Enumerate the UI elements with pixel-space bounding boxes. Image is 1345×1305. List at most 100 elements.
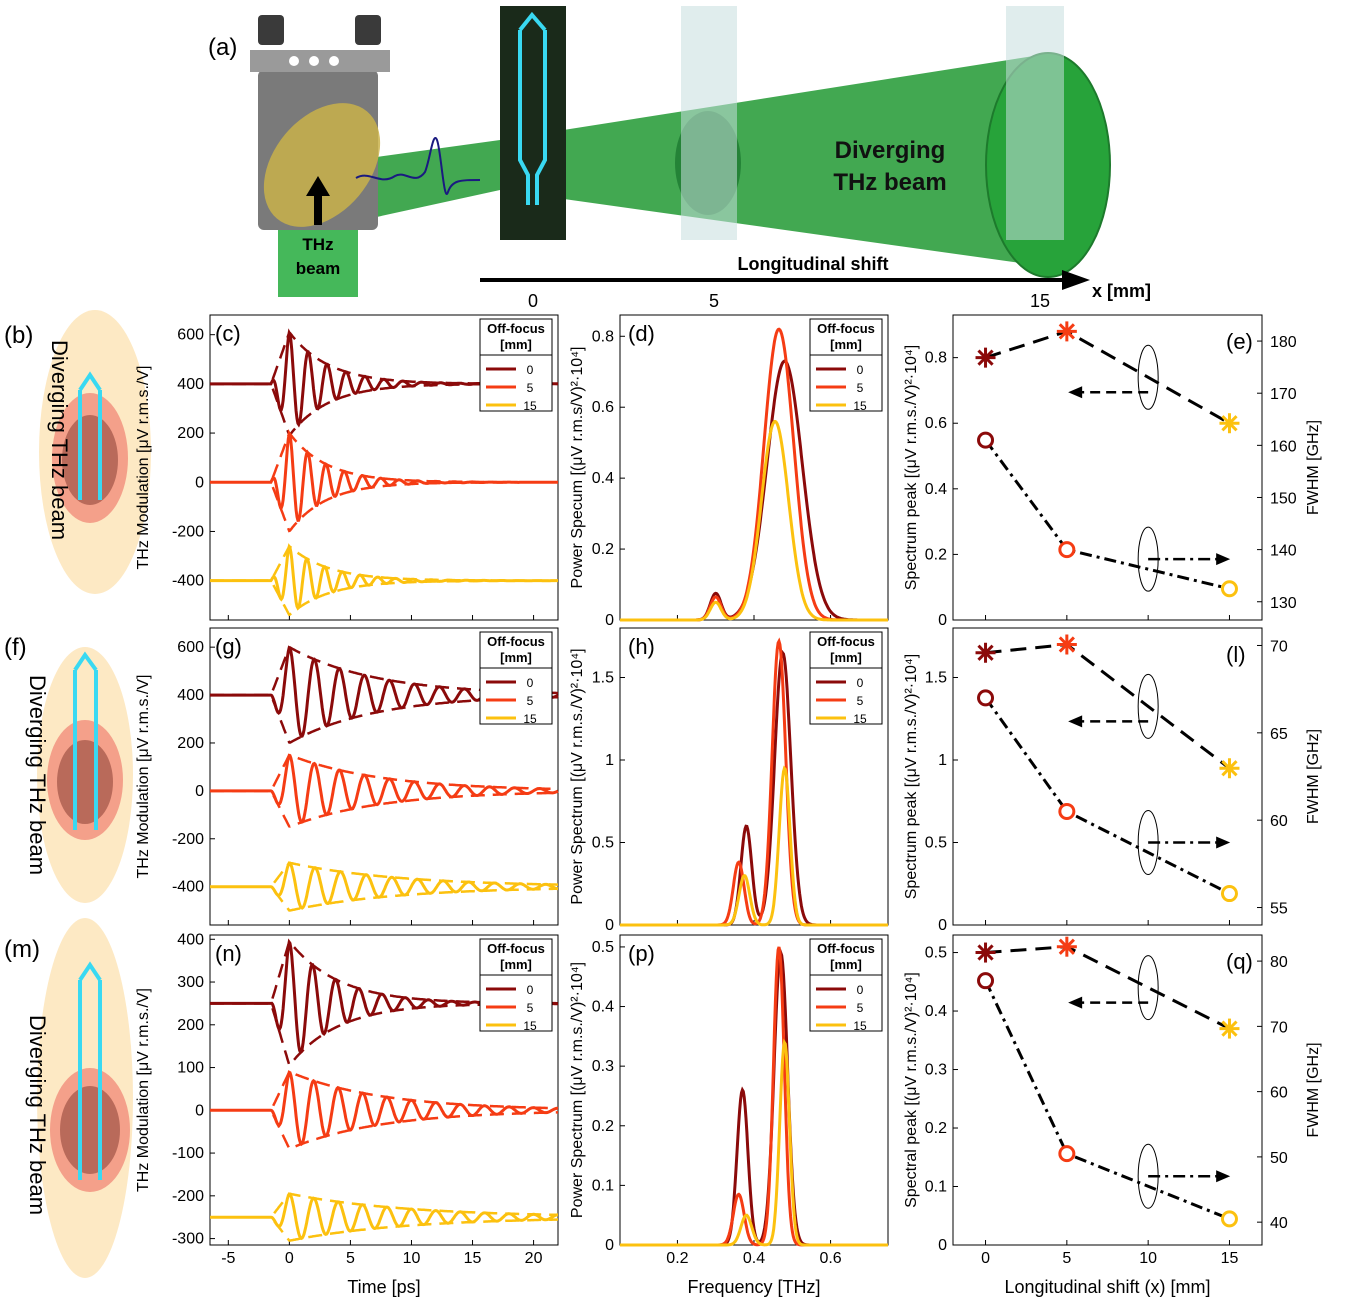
y-tick-label: 0.2 — [925, 1120, 947, 1137]
side-illustrations: (b) Diverging THz beam (f) Diverging THz… — [4, 310, 151, 1278]
y2-tick-label: 70 — [1270, 638, 1288, 655]
envelope-lower-5 — [210, 481, 558, 533]
panel-label: (c) — [215, 321, 241, 346]
y-tick-label: 0 — [938, 612, 947, 629]
peak-line — [985, 945, 1231, 1030]
chip-at-focus — [500, 6, 566, 240]
envelope-lower-15 — [210, 1215, 558, 1242]
envelope-lower-0 — [210, 693, 559, 744]
y2-axis-title: FWHM [GHz] — [1305, 1042, 1322, 1137]
y-tick-label: 0 — [605, 1237, 614, 1254]
panel-label: (q) — [1226, 949, 1253, 974]
y-axis-title: Spectrum peak [(μV r.m.s./V)²·10⁴] — [903, 654, 920, 900]
y2-tick-label: 60 — [1270, 813, 1288, 830]
time-trace-5 — [210, 429, 558, 522]
x-tick-label: 15 — [1221, 1250, 1239, 1267]
panel-label: (n) — [215, 941, 242, 966]
x-tick-label: 20 — [525, 1250, 543, 1267]
legend-title-unit: [mm] — [500, 337, 532, 352]
y-tick-label: 200 — [177, 735, 204, 752]
asterisk-stroke — [977, 349, 994, 366]
panel-label: (d) — [628, 321, 655, 346]
y2-tick-label: 160 — [1270, 438, 1297, 455]
y-tick-label: 400 — [177, 376, 204, 393]
legend-entry: 5 — [857, 1001, 864, 1015]
fwhm-marker-15 — [1220, 1210, 1238, 1228]
legend: Off-focus[mm] 0 5 15 — [809, 318, 883, 413]
plot-frame — [209, 314, 559, 621]
x-tick-label: 0.6 — [819, 1250, 841, 1267]
y-tick-label: 0.2 — [592, 541, 614, 558]
side-label: (f) — [4, 634, 27, 661]
plot-frame — [209, 934, 559, 1246]
y-tick-label: 0 — [195, 1102, 204, 1119]
y-tick-label: 0.2 — [925, 546, 947, 563]
y-tick-label: 200 — [177, 1017, 204, 1034]
y-tick-label: 0.5 — [925, 945, 947, 962]
cryostat-knob-right — [355, 15, 381, 45]
side-row-2: (f) Diverging THz beam — [4, 634, 133, 903]
diverging-label-1: Diverging — [835, 137, 946, 164]
envelope-lower-15 — [210, 579, 558, 617]
y2-tick-label: 170 — [1270, 386, 1297, 403]
y-tick-label: -200 — [172, 831, 204, 848]
fwhm-marker-5 — [1058, 1145, 1076, 1163]
legend-entry: 5 — [857, 381, 864, 395]
legend: Off-focus[mm] 0 5 15 — [479, 938, 553, 1033]
y-tick-label: 0.3 — [592, 1058, 614, 1075]
y-tick-label: 0.2 — [592, 1118, 614, 1135]
legend-entry: 0 — [857, 983, 864, 997]
legend-title: Off-focus — [817, 321, 875, 336]
y2-axis-title: FWHM [GHz] — [1305, 420, 1322, 515]
peak-marker-0 — [975, 942, 996, 963]
x-axis-title: Time [ps] — [347, 1277, 420, 1297]
shift-tick-0: 0 — [528, 291, 538, 311]
peak-marker-0 — [975, 347, 996, 368]
x-tick-label: 5 — [1062, 1250, 1071, 1267]
diverging-label-2: THz beam — [833, 169, 946, 196]
asterisk-stroke — [1221, 415, 1238, 432]
fwhm-marker-0 — [977, 972, 995, 990]
fwhm-line — [984, 697, 1231, 895]
y-tick-label: 1 — [938, 752, 947, 769]
fwhm-line — [984, 439, 1230, 591]
x-axis-title: Longitudinal shift (x) [mm] — [1004, 1277, 1210, 1297]
asterisk-stroke — [977, 944, 994, 961]
chip-at-5mm — [681, 6, 737, 240]
panel-label-a: (a) — [208, 34, 237, 61]
side-row-3: (m) Diverging THz beam — [4, 918, 133, 1278]
thz-beam-label-2: beam — [296, 259, 340, 278]
legend: Off-focus[mm] 0 5 15 — [479, 318, 553, 413]
legend-entry: 5 — [527, 694, 534, 708]
fwhm-marker-15 — [1220, 885, 1238, 903]
legend-entry: 15 — [853, 712, 867, 726]
x-tick-label: 15 — [464, 1250, 482, 1267]
asterisk-stroke — [1058, 938, 1075, 955]
y-tick-label: -400 — [172, 573, 204, 590]
y-tick-label: 0.4 — [925, 1003, 947, 1020]
peak-marker-0 — [975, 642, 996, 663]
thz-pulse-waveform — [355, 137, 481, 195]
x-tick-label: 0 — [285, 1250, 294, 1267]
legend: Off-focus[mm] 0 5 15 — [809, 938, 883, 1033]
legend-entry: 5 — [527, 1001, 534, 1015]
legend-title-unit: [mm] — [830, 337, 862, 352]
legend-title-unit: [mm] — [500, 650, 532, 665]
y-tick-label: 100 — [177, 1060, 204, 1077]
y-tick-label: 0 — [605, 612, 614, 629]
shift-tick-5: 5 — [709, 291, 719, 311]
x-tick-label: 0.4 — [743, 1250, 765, 1267]
cryostat-port — [289, 56, 299, 66]
left-axis-indicator — [1137, 673, 1159, 739]
spectrum-trace-15 — [620, 1038, 888, 1247]
legend: Off-focus[mm] 0 5 15 — [809, 631, 883, 726]
y-tick-label: 0.6 — [925, 415, 947, 432]
legend-box — [479, 318, 553, 412]
y2-tick-label: 40 — [1270, 1215, 1288, 1232]
panel-label: (h) — [628, 634, 655, 659]
legend-title: Off-focus — [817, 634, 875, 649]
legend-title: Off-focus — [487, 321, 545, 336]
legend-entry: 15 — [853, 1019, 867, 1033]
beam-spot-core — [60, 1086, 120, 1174]
legend-box — [479, 631, 553, 725]
